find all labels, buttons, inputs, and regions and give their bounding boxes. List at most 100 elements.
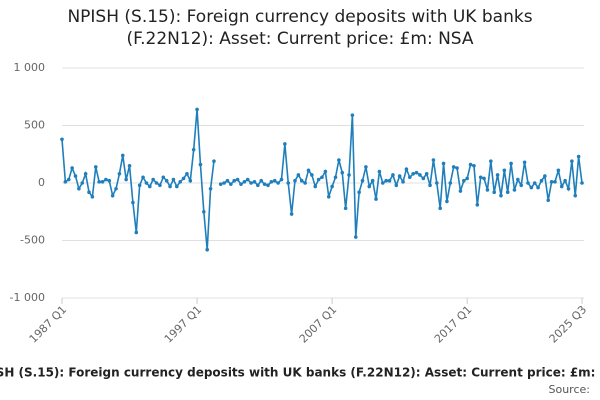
data-point [316,177,321,182]
data-point [485,188,490,192]
data-point [97,180,101,184]
data-point [549,180,554,184]
y-tick-label: -1 000 [10,291,45,304]
data-point [343,206,348,211]
data-point [458,189,463,193]
data-point [404,167,409,171]
x-tick-label: 1987 Q1 [27,303,70,346]
data-point [495,173,500,177]
data-point [431,158,436,162]
data-point [391,173,395,177]
data-point [543,174,547,178]
data-point [428,183,432,188]
data-point [330,184,334,189]
data-point [90,195,95,199]
data-point [235,177,240,182]
data-point [320,175,324,180]
data-point [60,137,64,142]
data-point [326,195,331,199]
data-point [397,174,402,178]
data-point [117,172,122,176]
data-point [229,182,233,186]
data-point [249,181,253,185]
data-point [208,186,213,191]
data-point [151,177,155,182]
data-point [512,188,517,192]
data-point [380,181,385,185]
data-point [462,178,466,183]
data-point [225,178,230,183]
data-point [114,186,118,191]
data-point [120,153,125,158]
data-point [175,184,179,189]
data-point [340,170,345,175]
data-point [566,186,571,191]
data-point [418,173,422,177]
data-point [526,181,530,185]
data-point [536,185,540,190]
data-point [441,161,446,166]
data-point [154,181,159,185]
data-point [262,182,267,186]
data-point [306,168,311,173]
data-point [407,175,412,180]
data-point [424,172,429,176]
data-point [539,178,544,183]
data-point [465,176,469,181]
data-point [377,169,382,174]
data-point [191,147,196,152]
data-point [516,177,520,182]
data-point [205,247,209,252]
data-point [147,184,152,189]
data-point [252,180,257,184]
data-point [411,172,415,176]
data-point [360,178,365,183]
data-point [70,166,74,170]
data-point [100,180,105,184]
data-point [499,193,503,198]
data-point [387,178,392,183]
data-point [77,186,81,191]
data-point [83,172,88,176]
data-point [323,169,328,174]
data-point [289,212,294,216]
data-point [553,180,557,184]
data-point [522,160,527,165]
data-point [181,176,186,181]
data-point [259,178,264,183]
data-point [421,176,426,181]
data-point [80,181,85,185]
data-point [171,177,176,182]
y-tick-label: 1 000 [14,61,46,74]
data-point [489,159,493,163]
data-point [353,235,358,239]
data-point [127,163,132,168]
data-point [570,159,574,163]
data-point [269,180,274,184]
data-point [242,180,247,184]
data-point [110,193,115,198]
data-point [188,178,193,183]
data-point [475,203,480,207]
data-point [573,193,578,198]
data-point [384,178,388,183]
x-tick-label: 2017 Q1 [432,303,475,346]
data-point [131,200,135,205]
data-point [509,161,513,166]
data-point [438,206,442,211]
data-point [293,178,297,183]
data-point [222,181,226,185]
data-point [478,175,483,180]
data-point [401,180,405,184]
data-point [256,183,260,188]
data-point [283,142,287,146]
data-point [370,178,375,183]
data-point [66,177,71,182]
y-tick-label: 0 [38,176,45,189]
data-point [333,175,338,180]
data-point [357,190,361,194]
data-point [279,177,284,182]
data-point [107,178,112,183]
data-point [272,178,277,183]
